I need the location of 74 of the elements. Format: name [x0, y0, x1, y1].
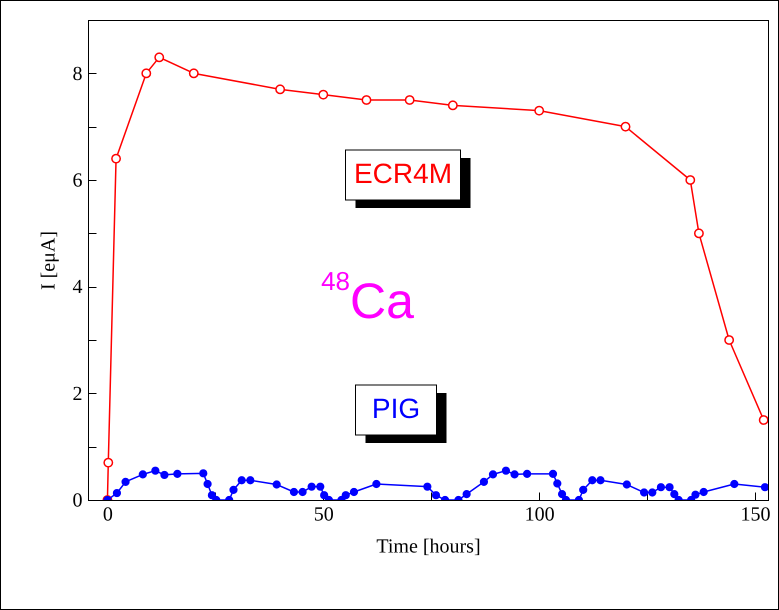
x-tick-label: 100 [524, 504, 555, 526]
point [448, 100, 458, 110]
point [350, 488, 358, 496]
point [502, 466, 510, 475]
point [318, 90, 328, 100]
point [553, 479, 562, 488]
point [275, 84, 286, 94]
point [238, 476, 246, 484]
point [665, 483, 674, 492]
point [640, 488, 648, 497]
point [670, 490, 678, 498]
y-tick-label: 6 [72, 170, 82, 192]
point [579, 486, 588, 494]
point [685, 175, 696, 185]
point [138, 470, 147, 478]
point [362, 95, 372, 105]
point [480, 478, 488, 486]
point [199, 469, 208, 478]
point [432, 491, 440, 500]
point [548, 470, 558, 478]
point [160, 470, 169, 480]
point [596, 476, 605, 484]
point [121, 478, 130, 486]
point [620, 122, 630, 132]
point [694, 228, 704, 238]
point [208, 491, 216, 500]
y-axis-title: I [eμA] [38, 230, 60, 290]
point [272, 480, 281, 489]
point [112, 488, 122, 498]
y-tick-label: 8 [72, 62, 82, 85]
point [111, 154, 121, 164]
point [342, 491, 350, 500]
point [173, 470, 182, 478]
point [372, 480, 381, 488]
point [423, 482, 432, 491]
point [622, 480, 631, 489]
y-tick-label: 2 [72, 382, 82, 405]
text: PIG [372, 393, 420, 424]
point [488, 470, 498, 478]
point [103, 458, 114, 468]
point [648, 488, 656, 497]
point [154, 52, 164, 62]
point [691, 490, 700, 499]
point [246, 476, 254, 484]
point [320, 491, 328, 500]
point [462, 490, 471, 498]
point [700, 488, 708, 496]
point [188, 68, 199, 78]
point [656, 483, 666, 492]
series-label: ECR4M [354, 158, 452, 189]
point [151, 466, 160, 475]
point [724, 335, 734, 345]
point [760, 483, 768, 492]
y-tick-label: 0 [72, 490, 82, 512]
point [308, 482, 316, 491]
point [290, 488, 298, 496]
point [730, 480, 738, 488]
point [298, 488, 307, 496]
point [558, 490, 566, 498]
x-tick-label: 50 [314, 504, 334, 526]
point [522, 470, 532, 478]
point [316, 482, 324, 491]
x-tick-label: 0 [102, 504, 113, 526]
point [404, 95, 415, 105]
x-axis-title: Time [hours] [376, 536, 481, 558]
point [588, 476, 596, 484]
y-tick-label: 4 [72, 276, 82, 298]
point [510, 470, 519, 478]
point [758, 415, 768, 425]
point [534, 106, 544, 116]
x-tick-label: 150 [740, 504, 771, 526]
point [203, 480, 212, 488]
point [229, 486, 238, 494]
point [141, 68, 152, 78]
